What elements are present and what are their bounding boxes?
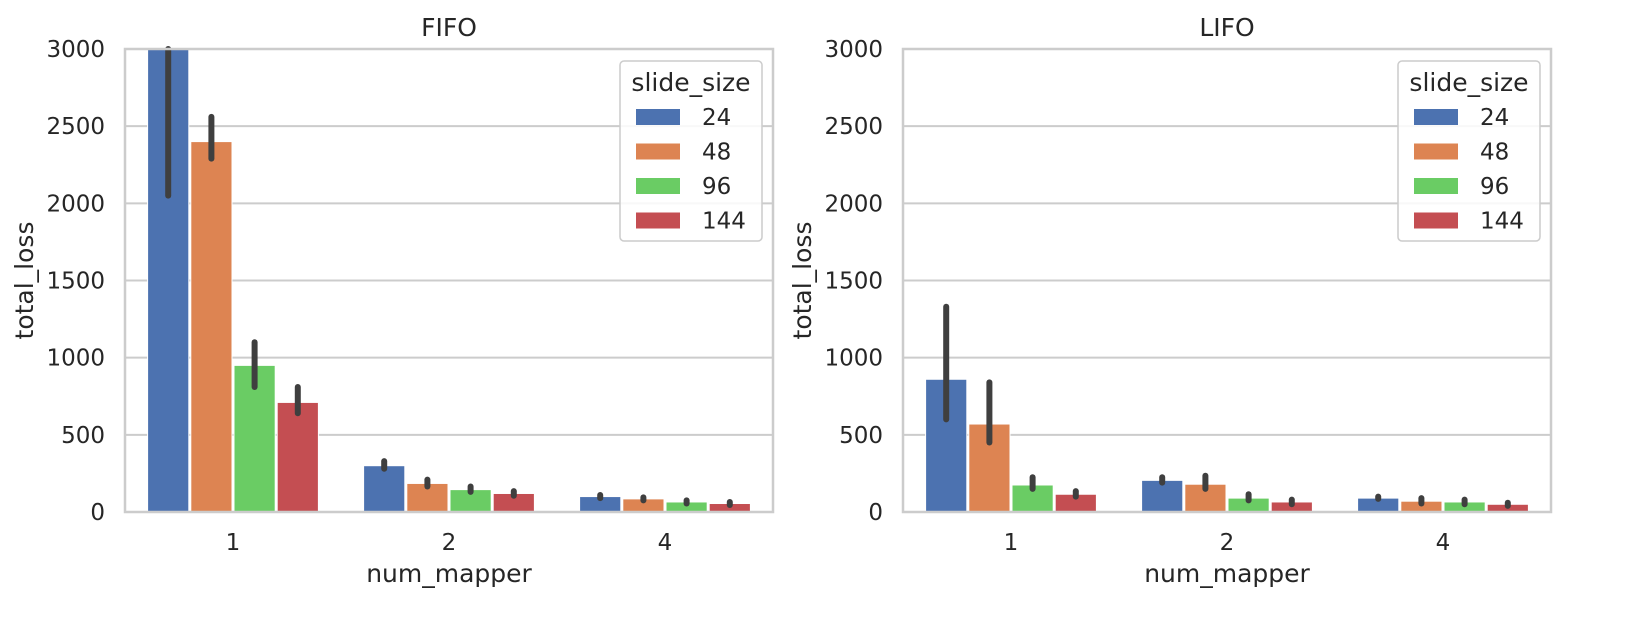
x-axis-label: num_mapper: [1144, 559, 1310, 588]
y-tick-label: 2500: [46, 114, 105, 140]
y-tick-label: 2000: [46, 191, 105, 217]
legend-entry-144: 144: [1480, 209, 1524, 235]
y-tick-label: 2500: [824, 114, 883, 140]
x-axis-label: num_mapper: [366, 559, 532, 588]
legend-box: [1397, 60, 1541, 242]
y-tick-label: 500: [61, 423, 105, 449]
y-tick-label: 1500: [46, 269, 105, 295]
chart-title: LIFO: [1199, 13, 1254, 42]
legend-swatch-48: [636, 143, 680, 160]
legend-entry-48: 48: [1480, 140, 1509, 166]
legend-swatch-96: [1414, 178, 1458, 194]
legend-swatch-48: [1414, 143, 1458, 160]
legend-entry-144: 144: [702, 209, 746, 235]
x-tick-label: 2: [1220, 530, 1235, 556]
legend-swatch-24: [1414, 109, 1458, 125]
x-tick-label: 1: [1004, 530, 1019, 556]
y-tick-label: 0: [868, 500, 883, 526]
bar-48-1: [190, 141, 233, 513]
legend-swatch-96: [636, 178, 680, 194]
y-tick-label: 1500: [824, 269, 883, 295]
legend-swatch-144: [636, 212, 680, 229]
bar-24-2: [363, 465, 406, 513]
legend-title: slide_size: [1409, 68, 1528, 97]
axes-frame: [901, 47, 1553, 514]
bar-144-1: [276, 401, 319, 513]
legend-entry-96: 96: [1480, 174, 1509, 200]
y-tick-label: 2000: [824, 191, 883, 217]
legend-box: [619, 60, 763, 242]
legend-entry-24: 24: [702, 105, 731, 131]
legend-swatch-24: [636, 109, 680, 125]
y-tick-label: 500: [839, 423, 883, 449]
y-tick-label: 0: [90, 500, 105, 526]
legend-swatch-144: [1414, 212, 1458, 229]
x-tick-label: 1: [226, 530, 241, 556]
y-tick-label: 3000: [824, 37, 883, 63]
legend: slide_size 24 48 96 144: [1397, 60, 1541, 242]
legend-entry-24: 24: [1480, 105, 1509, 131]
legend-entry-48: 48: [702, 140, 731, 166]
legend-entry-96: 96: [702, 174, 731, 200]
axes-frame: [123, 47, 775, 514]
y-tick-label: 1000: [824, 346, 883, 372]
y-tick-label: 3000: [46, 37, 105, 63]
x-tick-label: 4: [1436, 530, 1451, 556]
chart-title: FIFO: [421, 13, 477, 42]
y-axis-label: total_loss: [10, 222, 39, 340]
y-axis-label: total_loss: [788, 222, 817, 340]
y-tick-label: 1000: [46, 346, 105, 372]
x-tick-label: 4: [658, 530, 673, 556]
legend-title: slide_size: [631, 68, 750, 97]
bar-48-2: [1184, 483, 1227, 513]
x-tick-label: 2: [442, 530, 457, 556]
legend: slide_size 24 48 96 144: [619, 60, 763, 242]
